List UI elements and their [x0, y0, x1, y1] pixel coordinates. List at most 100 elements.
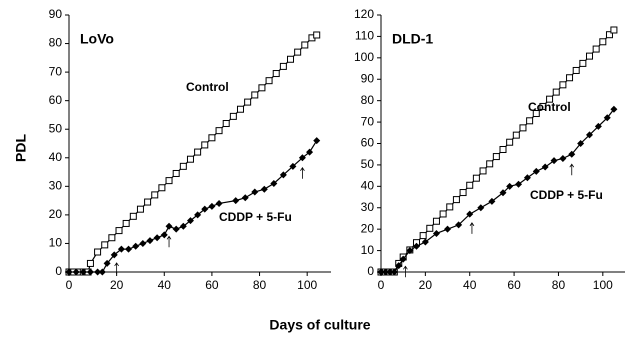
diamond-marker — [194, 211, 202, 219]
x-tick-label: 80 — [552, 278, 566, 292]
square-marker — [115, 227, 123, 235]
y-tick-label: 30 — [361, 200, 375, 214]
diamond-marker — [610, 105, 618, 113]
y-tick-label: 80 — [361, 93, 375, 107]
diamond-marker — [455, 221, 463, 229]
square-marker — [472, 174, 480, 182]
arrow — [569, 163, 575, 176]
diamond-marker — [306, 148, 314, 156]
diamond-marker — [432, 229, 440, 237]
y-tick-label: 90 — [361, 71, 375, 85]
square-marker — [244, 98, 252, 106]
y-tick-label: 10 — [361, 243, 375, 257]
arrow — [403, 265, 408, 278]
diamond-marker — [103, 259, 111, 267]
square-marker — [144, 198, 152, 206]
diamond-marker — [541, 163, 549, 171]
y-tick-label: 50 — [49, 121, 63, 135]
square-marker — [136, 205, 144, 213]
diamond-marker — [381, 268, 389, 276]
diamond-marker — [406, 247, 414, 255]
square-marker — [559, 81, 567, 89]
diamond-marker — [201, 205, 209, 213]
square-marker — [313, 31, 321, 39]
x-tick-label: 80 — [253, 278, 267, 292]
arrow — [300, 167, 305, 179]
diamond-marker — [179, 222, 187, 230]
square-marker — [94, 248, 102, 256]
square-marker — [466, 181, 474, 189]
diamond-marker — [412, 242, 420, 250]
y-tick-label: 100 — [354, 50, 374, 64]
diamond-marker — [260, 185, 268, 193]
x-tick-label: 100 — [297, 278, 317, 292]
square-marker — [201, 141, 209, 149]
y-tick-label: 40 — [361, 179, 375, 193]
y-tick-label: 40 — [49, 150, 63, 164]
y-tick-label: 0 — [367, 264, 374, 278]
diamond-marker — [377, 268, 385, 276]
diamond-marker — [139, 239, 147, 247]
series-label: CDDP + 5-Fu — [219, 210, 292, 224]
y-tick-label: 20 — [361, 221, 375, 235]
square-marker — [215, 127, 223, 135]
y-tick-label: 10 — [49, 236, 63, 250]
diamond-marker — [577, 140, 585, 147]
square-marker — [122, 219, 130, 227]
square-marker — [279, 62, 287, 70]
square-marker — [492, 153, 500, 161]
diamond-marker — [86, 268, 94, 276]
square-marker — [194, 148, 202, 156]
square-marker — [229, 112, 237, 120]
square-marker — [419, 232, 427, 240]
square-marker — [610, 26, 618, 34]
diamond-marker — [488, 197, 496, 205]
square-marker — [546, 95, 554, 103]
square-marker — [599, 38, 607, 46]
diamond-marker — [515, 180, 523, 188]
square-marker — [499, 145, 507, 153]
diamond-marker — [568, 150, 576, 158]
square-marker — [526, 117, 534, 125]
x-tick-label: 60 — [507, 278, 521, 292]
diamond-marker — [132, 242, 140, 250]
y-tick-label: 90 — [49, 7, 63, 21]
square-marker — [272, 70, 280, 78]
arrow — [469, 222, 475, 234]
diamond-marker — [94, 268, 102, 276]
x-tick-label: 20 — [419, 278, 433, 292]
square-marker — [222, 120, 230, 128]
square-marker — [165, 177, 173, 185]
y-axis-label: PDL — [13, 134, 29, 162]
square-marker — [532, 110, 540, 118]
panel-title: DLD-1 — [392, 31, 433, 47]
square-marker — [439, 210, 447, 218]
diamond-marker — [117, 245, 125, 253]
x-tick-label: 0 — [378, 278, 385, 292]
y-tick-label: 0 — [55, 264, 62, 278]
diamond-marker — [477, 204, 485, 212]
diamond-marker — [72, 268, 80, 276]
series-label: Control — [528, 100, 571, 114]
diamond-marker — [550, 157, 558, 165]
square-marker — [186, 155, 194, 163]
diamond-marker — [559, 154, 567, 162]
y-tick-label: 60 — [49, 93, 63, 107]
diamond-marker — [289, 162, 297, 170]
diamond-marker — [110, 251, 118, 259]
square-marker — [108, 234, 116, 242]
x-tick-label: 20 — [110, 278, 124, 292]
square-marker — [208, 134, 216, 142]
square-marker — [265, 77, 273, 85]
square-marker — [172, 169, 180, 177]
square-marker — [251, 91, 259, 99]
diamond-marker — [532, 167, 540, 175]
diamond-marker — [146, 237, 154, 245]
diamond-marker — [65, 268, 73, 276]
diamond-marker — [386, 268, 394, 276]
y-tick-label: 80 — [49, 36, 63, 50]
square-marker — [572, 66, 580, 74]
diamond-marker — [399, 255, 407, 263]
square-marker — [158, 184, 166, 192]
